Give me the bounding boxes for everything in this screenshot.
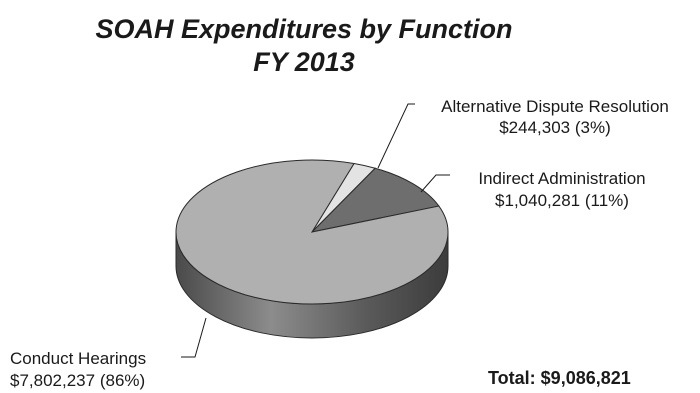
leader-line-alternative-dispute-resolution (377, 103, 415, 169)
pie-slice-indirect-administration (310, 167, 440, 233)
slice-label-alternative-dispute-resolution: Alternative Dispute Resolution (441, 97, 669, 116)
slice-value-conduct-hearings: $7,802,237 (86%) (10, 371, 145, 390)
slice-value-indirect-administration: $1,040,281 (11%) (495, 191, 629, 210)
pie-slices (175, 159, 449, 305)
pie-slice-conduct-hearings (175, 159, 449, 305)
leader-line-indirect-administration (420, 174, 450, 193)
leader-line-conduct-hearings (181, 317, 207, 358)
slice-label-indirect-administration: Indirect Administration (478, 169, 645, 188)
total-label: Total: $9,086,821 (488, 368, 631, 388)
slice-label-conduct-hearings: Conduct Hearings (10, 349, 146, 368)
slice-value-alternative-dispute-resolution: $244,303 (3%) (499, 118, 611, 137)
chart-title: SOAH Expenditures by Function (95, 14, 512, 44)
chart-subtitle: FY 2013 (253, 47, 355, 77)
